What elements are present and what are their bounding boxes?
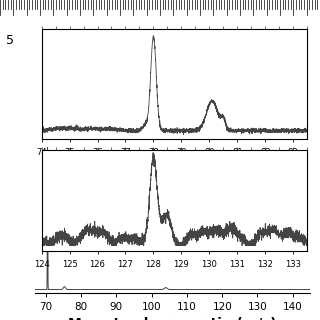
Text: 5: 5 bbox=[6, 34, 14, 47]
X-axis label: Mass-to-charge ratio (m/z): Mass-to-charge ratio (m/z) bbox=[68, 317, 277, 320]
